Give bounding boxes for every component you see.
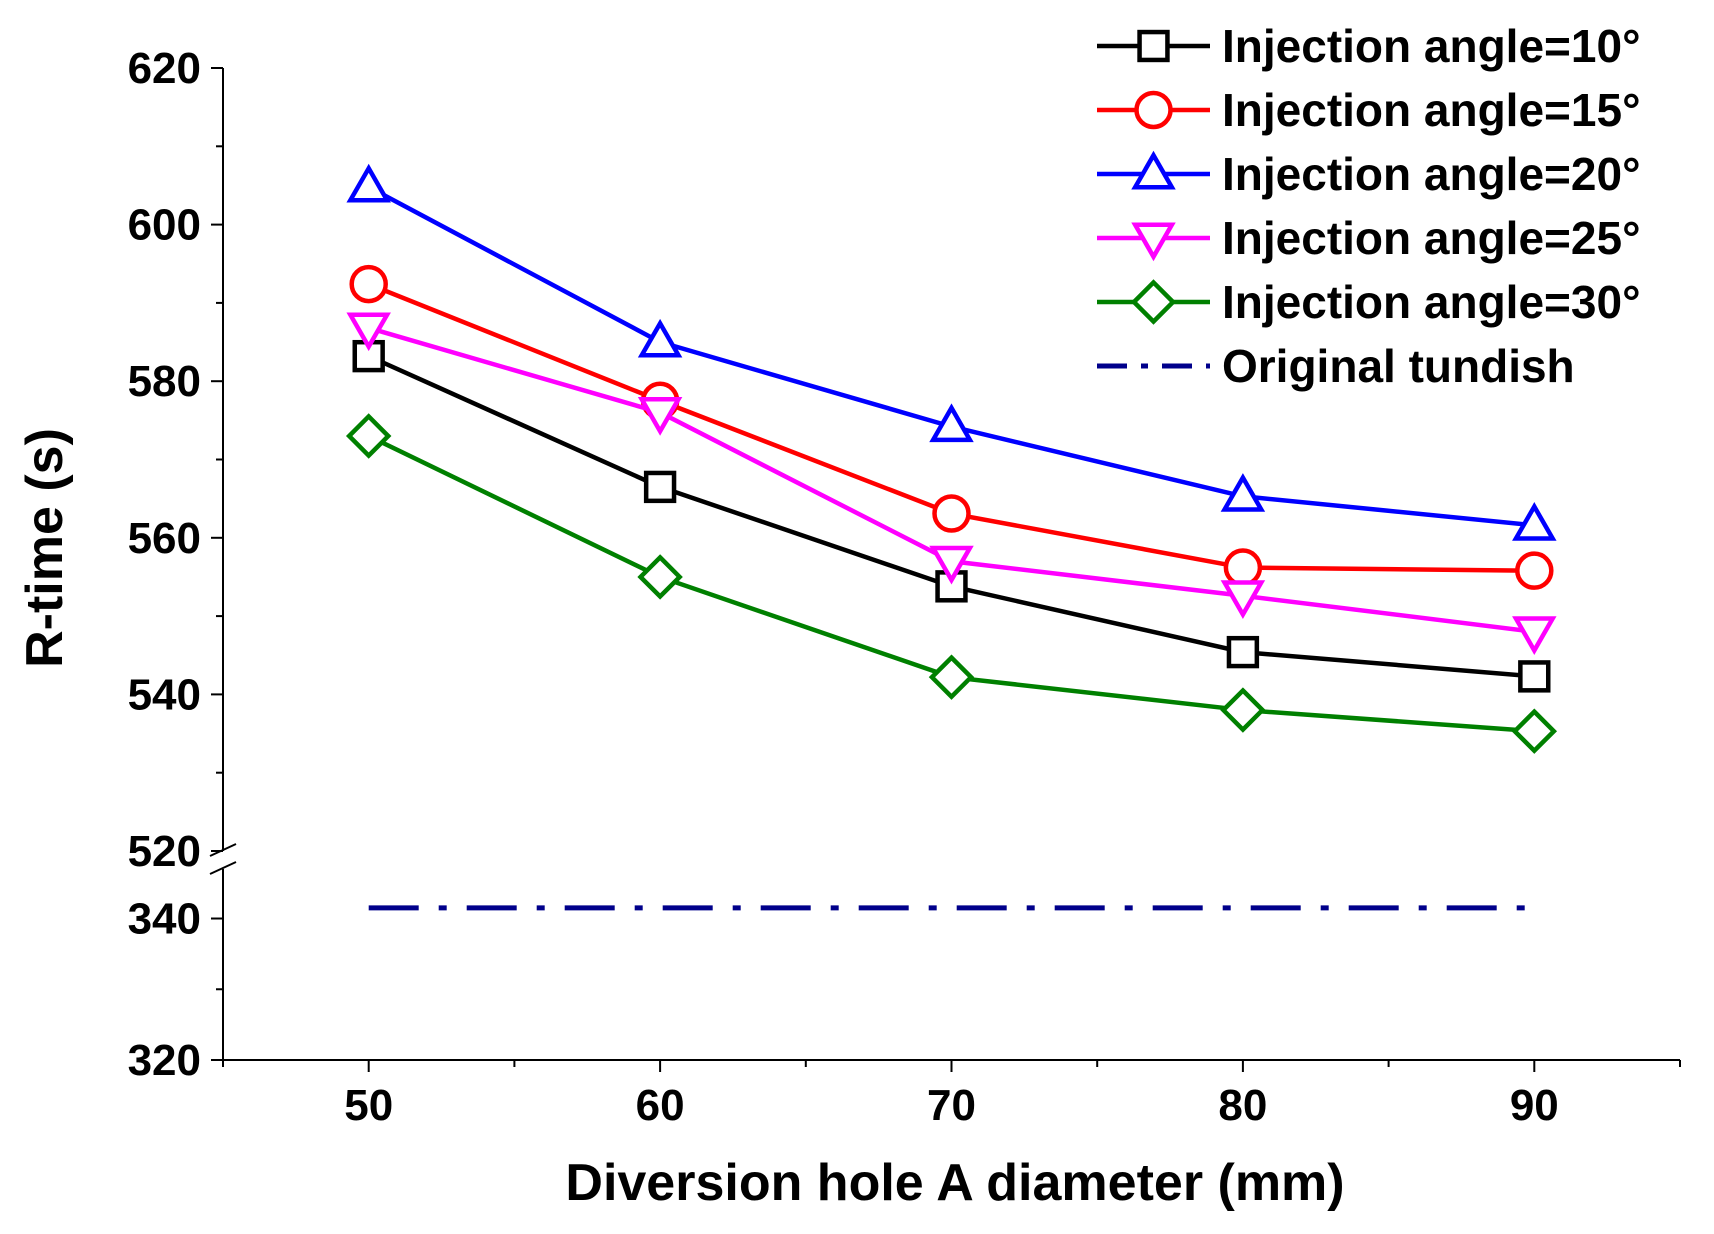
- data-point: [1134, 90, 1173, 130]
- legend-label: Original tundish: [1222, 340, 1575, 392]
- legend-item: Injection angle=30°: [1097, 276, 1640, 328]
- y-tick-label: 560: [128, 514, 201, 563]
- x-tick-label: 60: [636, 1081, 685, 1130]
- data-point: [932, 494, 971, 533]
- x-axis-title: Diversion hole A diameter (mm): [565, 1154, 1344, 1212]
- data-point: [1220, 687, 1266, 733]
- data-point: [1226, 635, 1260, 669]
- legend: Injection angle=10° Injection angle=15° In…: [1097, 20, 1640, 392]
- legend-label: Injection angle=10°: [1222, 20, 1640, 72]
- data-point: [637, 318, 683, 358]
- legend-item: Injection angle=10°: [1097, 20, 1640, 72]
- data-point: [346, 163, 391, 203]
- y-tick-label: 540: [128, 670, 201, 719]
- legend-label: Injection angle=30°: [1222, 276, 1640, 328]
- data-point: [1518, 660, 1551, 693]
- data-point: [1131, 150, 1176, 190]
- series-2: [349, 264, 1554, 590]
- series-group: [345, 163, 1558, 754]
- y-tick-label: 340: [128, 895, 201, 944]
- data-point: [1220, 580, 1266, 619]
- data-point: [1130, 279, 1177, 325]
- ticks: 520 540 560 580 600 620 320 340 50 60 70 80 90: [128, 44, 1681, 1130]
- series-3: [346, 163, 1557, 541]
- data-point: [928, 654, 975, 700]
- series-4: [346, 312, 1557, 655]
- y-axis-title: R-time (s): [16, 428, 74, 668]
- data-point: [1512, 616, 1557, 655]
- legend-label: Injection angle=20°: [1222, 148, 1640, 200]
- data-point: [1220, 473, 1266, 512]
- data-point: [1515, 551, 1554, 590]
- data-point: [1512, 502, 1557, 541]
- y-tick-label: 580: [128, 357, 201, 406]
- legend-item: Injection angle=25°: [1097, 212, 1640, 264]
- y-tick-label: 600: [128, 201, 201, 250]
- axis-break-mark: [209, 861, 237, 875]
- series-5: [345, 413, 1558, 754]
- legend-label: Injection angle=15°: [1222, 84, 1640, 136]
- data-point: [345, 413, 392, 459]
- legend-item: Injection angle=20°: [1097, 148, 1640, 200]
- y-tick-label: 320: [128, 1036, 201, 1085]
- data-point: [1511, 708, 1558, 754]
- x-tick-label: 70: [927, 1081, 976, 1130]
- data-point: [929, 545, 974, 585]
- data-point: [1131, 222, 1176, 262]
- x-tick-label: 80: [1218, 1081, 1267, 1130]
- legend-label: Injection angle=25°: [1222, 212, 1640, 264]
- data-point: [637, 397, 683, 436]
- data-point: [349, 264, 388, 304]
- y-tick-label: 620: [128, 44, 201, 93]
- legend-item: Injection angle=15°: [1097, 84, 1640, 136]
- data-point: [643, 470, 677, 504]
- y-tick-label: 520: [128, 827, 201, 876]
- data-point: [1223, 548, 1263, 587]
- x-tick-label: 50: [344, 1081, 393, 1130]
- data-point: [929, 403, 974, 443]
- data-point: [637, 554, 683, 600]
- x-tick-label: 90: [1510, 1081, 1559, 1130]
- data-point: [346, 312, 391, 352]
- data-point: [1137, 29, 1170, 63]
- legend-item: Original tundish: [1097, 340, 1575, 392]
